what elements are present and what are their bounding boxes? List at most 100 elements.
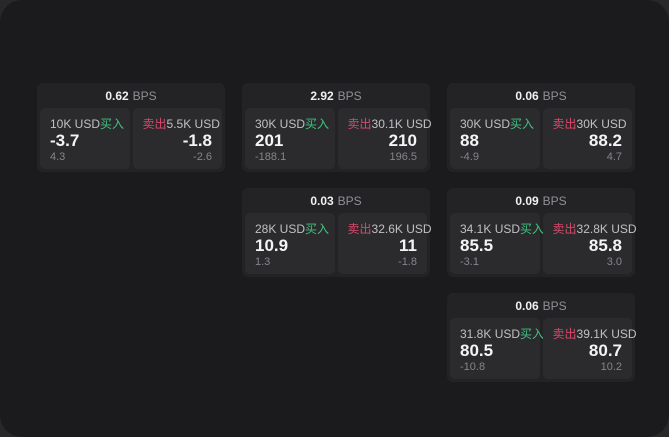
column: 2.92 BPS 30K USD 买入 201 -188.1 卖出 30.1K … (242, 83, 432, 277)
bps-value: 0.06 (515, 298, 539, 313)
buy-size: 31.8K USD (460, 326, 521, 341)
buy-delta: -188.1 (255, 150, 287, 163)
buy-label: 买入 (305, 222, 330, 236)
quote-card: 0.09 BPS 34.1K USD 买入 85.5 -3.1 卖出 32.8K… (447, 188, 637, 277)
sell-label: 卖出 (552, 327, 577, 341)
sell-pane-top: 卖出 39.1K USD (552, 325, 637, 342)
bps-unit: BPS (542, 88, 567, 103)
buy-pane-top: 34.1K USD 买入 (460, 220, 544, 237)
card-body: 31.8K USD 买入 80.5 -10.8 卖出 39.1K USD 80.… (450, 318, 637, 379)
card-body: 28K USD 买入 10.9 1.3 卖出 32.6K USD 11 -1.8 (245, 213, 432, 274)
sell-delta: 196.5 (389, 150, 417, 163)
buy-label: 买入 (520, 222, 545, 236)
buy-label: 买入 (100, 117, 125, 131)
buy-price: 85.5 (460, 236, 494, 256)
sell-price: 210 (388, 131, 417, 151)
sell-size: 39.1K USD (576, 326, 637, 341)
buy-size: 10K USD (50, 116, 101, 131)
quote-card: 2.92 BPS 30K USD 买入 201 -188.1 卖出 30.1K … (242, 83, 432, 172)
card-header: 0.06 BPS (450, 83, 632, 108)
buy-label: 买入 (520, 327, 545, 341)
buy-price: 80.5 (460, 341, 494, 361)
sell-price: -1.8 (182, 131, 212, 151)
sell-price: 11 (399, 236, 417, 256)
buy-price: 201 (255, 131, 284, 151)
bps-unit: BPS (542, 193, 567, 208)
bps-unit: BPS (132, 88, 157, 103)
buy-pane[interactable]: 28K USD 买入 10.9 1.3 (245, 213, 335, 274)
sell-pane-top: 卖出 30K USD (552, 115, 627, 132)
buy-pane-top: 10K USD 买入 (50, 115, 124, 132)
sell-size: 32.6K USD (371, 221, 432, 236)
buy-pane-top: 30K USD 买入 (460, 115, 534, 132)
sell-label: 卖出 (552, 222, 577, 236)
card-body: 34.1K USD 买入 85.5 -3.1 卖出 32.8K USD 85.8… (450, 213, 637, 274)
sell-size: 5.5K USD (166, 116, 220, 131)
buy-size: 30K USD (460, 116, 511, 131)
column: 0.06 BPS 30K USD 买入 88 -4.9 卖出 30K USD 8… (447, 83, 637, 382)
buy-pane-top: 31.8K USD 买入 (460, 325, 544, 342)
bps-unit: BPS (337, 88, 362, 103)
sell-size: 32.8K USD (576, 221, 637, 236)
sell-pane[interactable]: 卖出 30.1K USD 210 196.5 (337, 108, 432, 169)
sell-pane[interactable]: 卖出 32.8K USD 85.8 3.0 (542, 213, 637, 274)
sell-pane[interactable]: 卖出 39.1K USD 80.7 10.2 (542, 318, 637, 379)
sell-delta: 4.7 (606, 150, 622, 163)
bps-value: 0.03 (310, 193, 334, 208)
sell-pane[interactable]: 卖出 32.6K USD 11 -1.8 (337, 213, 432, 274)
buy-price: 10.9 (255, 236, 289, 256)
quote-card: 0.06 BPS 31.8K USD 买入 80.5 -10.8 卖出 39.1… (447, 293, 637, 382)
sell-label: 卖出 (347, 117, 372, 131)
buy-pane[interactable]: 30K USD 买入 88 -4.9 (450, 108, 540, 169)
sell-price: 88.2 (588, 131, 622, 151)
sell-price: 80.7 (588, 341, 622, 361)
bps-value: 0.06 (515, 88, 539, 103)
buy-size: 30K USD (255, 116, 306, 131)
sell-label: 卖出 (142, 117, 167, 131)
card-header: 0.03 BPS (245, 188, 427, 213)
card-body: 10K USD 买入 -3.7 4.3 卖出 5.5K USD -1.8 -2.… (40, 108, 222, 169)
buy-pane[interactable]: 10K USD 买入 -3.7 4.3 (40, 108, 130, 169)
buy-pane[interactable]: 34.1K USD 买入 85.5 -3.1 (450, 213, 544, 274)
buy-size: 34.1K USD (460, 221, 521, 236)
sell-pane-top: 卖出 5.5K USD (142, 115, 220, 132)
sell-pane-top: 卖出 32.8K USD (552, 220, 637, 237)
buy-delta: -3.1 (460, 255, 479, 268)
sell-delta: -1.8 (398, 255, 417, 268)
buy-pane-top: 30K USD 买入 (255, 115, 329, 132)
card-header: 0.09 BPS (450, 188, 632, 213)
bps-unit: BPS (542, 298, 567, 313)
buy-delta: -4.9 (460, 150, 479, 163)
bps-value: 2.92 (310, 88, 334, 103)
bps-value: 0.62 (105, 88, 129, 103)
quote-card: 0.62 BPS 10K USD 买入 -3.7 4.3 卖出 5.5K USD… (37, 83, 225, 172)
buy-delta: -10.8 (460, 360, 486, 373)
sell-label: 卖出 (347, 222, 372, 236)
quote-card: 0.03 BPS 28K USD 买入 10.9 1.3 卖出 32.6K US… (242, 188, 432, 277)
buy-delta: 4.3 (50, 150, 66, 163)
column: 0.62 BPS 10K USD 买入 -3.7 4.3 卖出 5.5K USD… (37, 83, 225, 172)
buy-size: 28K USD (255, 221, 306, 236)
quote-board: 0.62 BPS 10K USD 买入 -3.7 4.3 卖出 5.5K USD… (37, 83, 637, 382)
card-body: 30K USD 买入 88 -4.9 卖出 30K USD 88.2 4.7 (450, 108, 632, 169)
buy-pane[interactable]: 31.8K USD 买入 80.5 -10.8 (450, 318, 544, 379)
sell-size: 30.1K USD (371, 116, 432, 131)
card-header: 2.92 BPS (245, 83, 427, 108)
buy-price: 88 (460, 131, 479, 151)
sell-price: 85.8 (588, 236, 622, 256)
sell-pane-top: 卖出 30.1K USD (347, 115, 432, 132)
card-header: 0.62 BPS (40, 83, 222, 108)
buy-delta: 1.3 (255, 255, 271, 268)
buy-pane[interactable]: 30K USD 买入 201 -188.1 (245, 108, 335, 169)
sell-delta: 10.2 (600, 360, 622, 373)
bps-value: 0.09 (515, 193, 539, 208)
quote-card: 0.06 BPS 30K USD 买入 88 -4.9 卖出 30K USD 8… (447, 83, 635, 172)
card-header: 0.06 BPS (450, 293, 632, 318)
buy-label: 买入 (305, 117, 330, 131)
sell-pane[interactable]: 卖出 30K USD 88.2 4.7 (542, 108, 632, 169)
sell-label: 卖出 (552, 117, 577, 131)
buy-label: 买入 (510, 117, 535, 131)
sell-pane[interactable]: 卖出 5.5K USD -1.8 -2.6 (132, 108, 222, 169)
